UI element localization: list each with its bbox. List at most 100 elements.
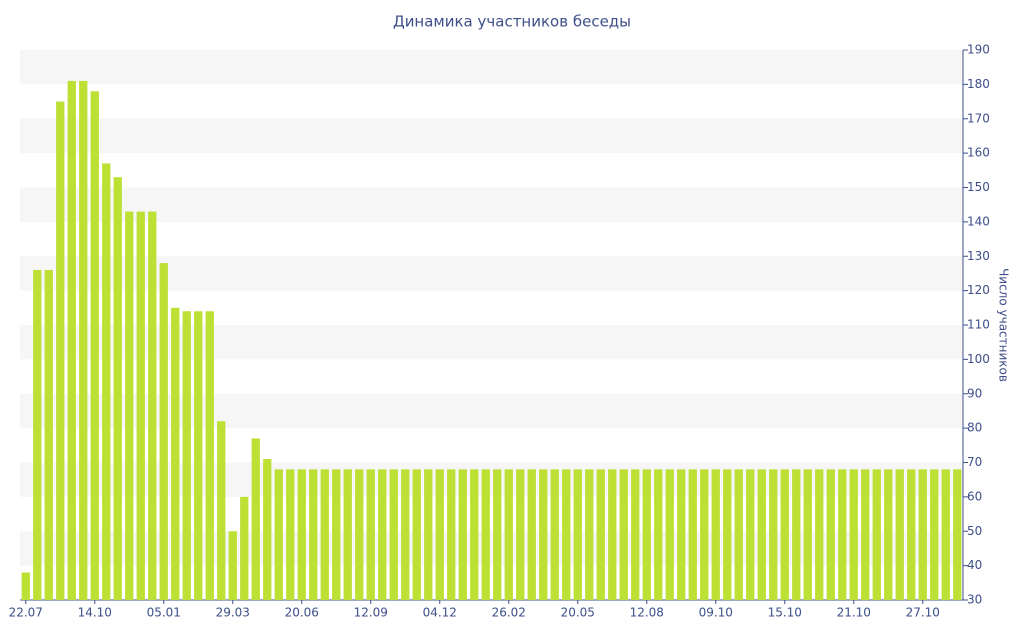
bar <box>539 469 548 600</box>
stripe <box>20 118 963 154</box>
bar <box>481 469 490 600</box>
x-tick-label: 12.09 <box>354 606 388 620</box>
y-tick-label: 40 <box>967 558 982 572</box>
bar <box>44 270 53 600</box>
bar <box>849 469 858 600</box>
bar <box>711 469 720 600</box>
bar <box>458 469 467 600</box>
bar <box>838 469 847 600</box>
stripe <box>20 187 963 222</box>
bar <box>182 311 191 600</box>
bar <box>573 469 582 600</box>
bar <box>631 469 640 600</box>
bar <box>516 469 525 600</box>
bar <box>136 211 145 600</box>
bar <box>861 469 870 600</box>
bar <box>872 469 881 600</box>
bar <box>67 80 76 600</box>
bar <box>470 469 479 600</box>
bar <box>90 91 99 600</box>
bar <box>953 469 962 600</box>
bar <box>757 469 766 600</box>
bar <box>125 211 134 600</box>
bar <box>251 438 260 600</box>
bar <box>274 469 283 600</box>
bar <box>447 469 456 600</box>
bar <box>930 469 939 600</box>
bar <box>826 469 835 600</box>
x-tick-label: 04.12 <box>423 606 457 620</box>
bar <box>228 531 237 600</box>
stripe <box>20 50 963 85</box>
bar <box>378 469 387 600</box>
bar <box>435 469 444 600</box>
bar <box>56 101 65 600</box>
y-tick-label: 60 <box>967 489 982 503</box>
bar <box>21 572 30 600</box>
bar <box>171 307 180 600</box>
bar <box>700 469 709 600</box>
bar <box>332 469 341 600</box>
x-tick-label: 15.10 <box>768 606 802 620</box>
bar <box>688 469 697 600</box>
bar <box>815 469 824 600</box>
bar <box>654 469 663 600</box>
bar <box>366 469 375 600</box>
bar <box>320 469 329 600</box>
bar <box>769 469 778 600</box>
y-tick-label: 190 <box>967 43 990 57</box>
bar <box>148 211 157 600</box>
bar <box>424 469 433 600</box>
bar <box>33 270 42 600</box>
y-tick-label: 100 <box>967 352 990 366</box>
bar <box>527 469 536 600</box>
bar <box>389 469 398 600</box>
bar <box>734 469 743 600</box>
x-tick-label: 14.10 <box>78 606 112 620</box>
bar <box>585 469 594 600</box>
chart-title: Динамика участников беседы <box>393 13 631 31</box>
bar <box>550 469 559 600</box>
x-tick-label: 22.07 <box>9 606 43 620</box>
bar <box>401 469 410 600</box>
x-tick-label: 21.10 <box>837 606 871 620</box>
bar <box>159 263 168 600</box>
bar <box>596 469 605 600</box>
bar <box>79 80 88 600</box>
bar <box>803 469 812 600</box>
x-tick-label: 26.02 <box>492 606 526 620</box>
bar <box>102 163 111 600</box>
bar <box>263 459 272 600</box>
bar <box>240 496 249 600</box>
bar <box>343 469 352 600</box>
bar <box>918 469 927 600</box>
y-tick-label: 90 <box>967 386 982 400</box>
bar <box>355 469 364 600</box>
bar <box>412 469 421 600</box>
x-tick-label: 27.10 <box>906 606 940 620</box>
bar <box>309 469 318 600</box>
y-tick-label: 140 <box>967 214 990 228</box>
bar <box>895 469 904 600</box>
bar <box>562 469 571 600</box>
bar <box>884 469 893 600</box>
y-tick-label: 110 <box>967 318 990 332</box>
bar <box>608 469 617 600</box>
bar <box>780 469 789 600</box>
bar <box>677 469 686 600</box>
y-tick-label: 160 <box>967 146 990 160</box>
stripe <box>20 256 963 291</box>
bar <box>504 469 513 600</box>
y-axis-label: Число участников <box>997 268 1011 382</box>
y-tick-label: 120 <box>967 283 990 297</box>
bar <box>205 311 214 600</box>
x-tick-label: 20.06 <box>285 606 319 620</box>
bar <box>746 469 755 600</box>
bar <box>665 469 674 600</box>
bar <box>297 469 306 600</box>
x-tick-label: 12.08 <box>630 606 664 620</box>
bar <box>941 469 950 600</box>
bar <box>217 421 226 600</box>
bar <box>286 469 295 600</box>
bar <box>113 177 122 600</box>
